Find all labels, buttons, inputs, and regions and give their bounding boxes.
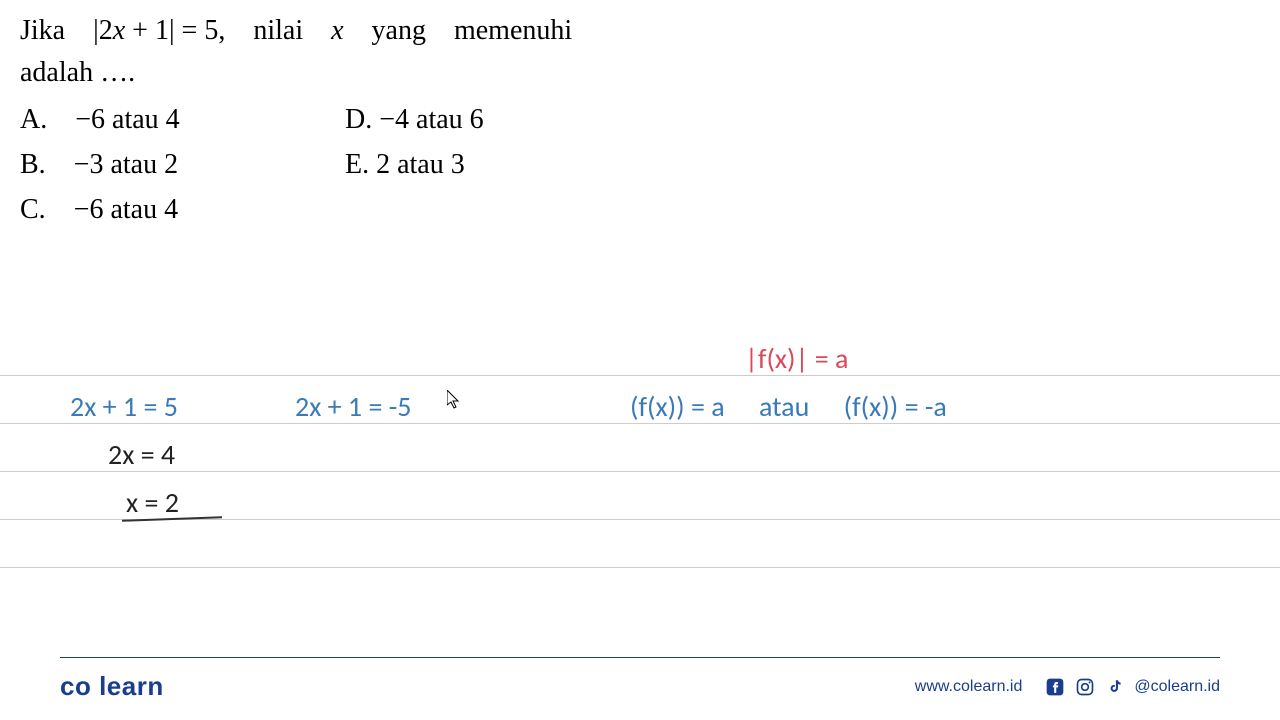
facebook-icon [1044,676,1066,698]
ruled-line [0,471,1280,472]
options-column-1: A. −6 atau 4 B. −3 atau 2 C. −6 atau 4 [20,98,345,232]
step-1: 2x = 4 [108,437,175,472]
rule-expansion: (f(x)) = a atau (f(x)) = -a [630,389,947,424]
option-b: B. −3 atau 2 [20,143,345,188]
cursor-icon [447,390,463,410]
footer-right: www.colearn.id @colearn.id [915,676,1220,698]
options-column-2: D. −4 atau 6 E. 2 atau 3 [345,98,484,232]
q-text-3: yang memenuhi [344,15,573,46]
step-2: x = 2 [126,485,179,520]
ruled-line [0,375,1280,376]
absolute-value-rule: |f(x)| = a [745,341,848,376]
case-1-equation: 2x + 1 = 5 [70,389,178,424]
website-url: www.colearn.id [915,678,1023,696]
social-icons: @colearn.id [1044,676,1220,698]
ruled-line [0,567,1280,568]
logo-part-2: learn [99,671,164,701]
option-c: C. −6 atau 4 [20,188,345,233]
option-d: D. −4 atau 6 [345,98,484,143]
case-2-equation: 2x + 1 = -5 [295,389,411,424]
logo-part-1: co [60,671,91,701]
social-handle: @colearn.id [1134,678,1220,696]
footer: co learn www.colearn.id @colearn.id [0,671,1280,702]
question-block: Jika |2x + 1| = 5, nilai x yang memenuhi… [0,0,1280,242]
brand-logo: co learn [60,671,164,702]
logo-dot [91,671,99,701]
q-text-2: + 1| = 5, nilai [125,15,331,46]
q-var-1: x [113,15,125,46]
question-line-2: adalah …. [20,52,1260,94]
q-text-1: Jika |2 [20,15,113,46]
option-a: A. −6 atau 4 [20,98,345,143]
footer-divider [60,657,1220,658]
instagram-icon [1074,676,1096,698]
options-container: A. −6 atau 4 B. −3 atau 2 C. −6 atau 4 D… [20,98,1260,232]
q-var-2: x [331,15,343,46]
question-line-1: Jika |2x + 1| = 5, nilai x yang memenuhi [20,10,1260,52]
tiktok-icon [1104,676,1126,698]
option-e: E. 2 atau 3 [345,143,484,188]
